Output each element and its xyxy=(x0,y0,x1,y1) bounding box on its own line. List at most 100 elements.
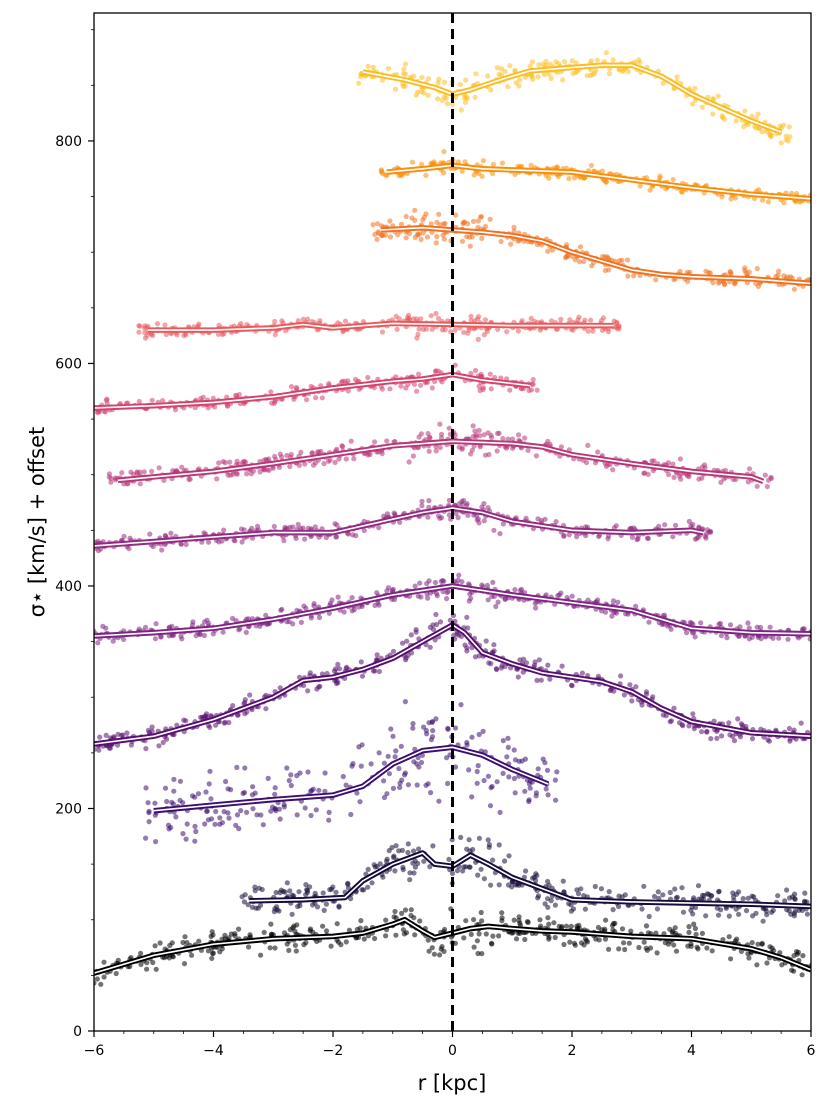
scatter-point xyxy=(418,594,424,600)
scatter-point xyxy=(765,199,772,205)
scatter-point xyxy=(153,621,159,627)
scatter-point xyxy=(418,382,424,388)
scatter-point xyxy=(343,939,349,945)
scatter-point xyxy=(708,736,714,742)
scatter-point xyxy=(234,458,240,464)
scatter-point xyxy=(232,931,238,937)
scatter-point xyxy=(522,936,528,943)
scatter-point xyxy=(636,944,642,951)
scatter-point xyxy=(433,240,439,246)
scatter-point xyxy=(421,858,427,864)
scatter-point xyxy=(625,273,631,279)
scatter-point xyxy=(669,930,676,936)
scatter-point xyxy=(663,713,669,719)
scatter-point xyxy=(444,755,450,761)
scatter-point xyxy=(263,706,269,712)
scatter-point xyxy=(657,175,663,181)
scatter-point xyxy=(463,918,469,924)
scatter-point xyxy=(711,718,717,724)
scatter-point xyxy=(258,952,264,958)
scatter-point xyxy=(356,744,362,750)
scatter-point xyxy=(437,444,443,451)
scatter-point xyxy=(488,882,494,888)
scatter-point xyxy=(776,268,782,274)
scatter-point xyxy=(502,858,508,864)
scatter-point xyxy=(437,421,443,427)
scatter-point xyxy=(760,918,766,924)
scatter-point xyxy=(292,942,298,948)
scatter-point xyxy=(496,842,502,848)
scatter-point xyxy=(203,789,209,795)
scatter-point xyxy=(466,767,472,773)
scatter-point xyxy=(686,924,692,930)
x-tick-label: −6 xyxy=(84,1043,105,1059)
scatter-point xyxy=(432,637,438,643)
scatter-point xyxy=(558,316,564,322)
scatter-point xyxy=(691,921,697,927)
scatter-point xyxy=(332,459,338,465)
scatter-point xyxy=(393,748,399,754)
scatter-point xyxy=(633,603,639,610)
scatter-point xyxy=(629,698,635,704)
scatter-point xyxy=(735,716,741,722)
scatter-point xyxy=(409,159,416,165)
scatter-point xyxy=(430,843,436,849)
series-profile-5 xyxy=(94,572,811,646)
scatter-point xyxy=(328,943,334,949)
scatter-point xyxy=(696,896,702,902)
scatter-point xyxy=(610,57,616,63)
scatter-point xyxy=(205,817,211,823)
scatter-point xyxy=(533,871,539,877)
scatter-point xyxy=(136,329,142,335)
scatter-point xyxy=(767,130,773,136)
scatter-point xyxy=(714,905,720,911)
scatter-point xyxy=(393,86,399,92)
scatter-point xyxy=(490,161,496,168)
scatter-point xyxy=(263,612,269,618)
scatter-point xyxy=(295,903,301,910)
scatter-point xyxy=(646,619,652,625)
profile-line-inner xyxy=(94,373,531,409)
scatter-point xyxy=(755,634,761,640)
scatter-point xyxy=(525,919,531,926)
scatter-point xyxy=(152,800,158,806)
scatter-point xyxy=(470,423,476,429)
scatter-point xyxy=(482,317,488,323)
scatter-point xyxy=(405,381,411,388)
scatter-point xyxy=(349,608,355,614)
scatter-point xyxy=(426,504,432,510)
scatter-point xyxy=(628,928,634,934)
scatter-point xyxy=(287,888,293,894)
scatter-point xyxy=(103,397,110,403)
scatter-point xyxy=(738,721,744,727)
scatter-point xyxy=(733,891,740,897)
scatter-point xyxy=(302,536,308,542)
scatter-point xyxy=(517,920,523,926)
scatter-point xyxy=(482,452,488,458)
scatter-point xyxy=(403,71,409,77)
scatter-point xyxy=(767,944,773,950)
scatter-point xyxy=(379,77,385,83)
scatter-point xyxy=(507,63,513,69)
scatter-point xyxy=(627,682,633,688)
scatter-point xyxy=(785,636,791,642)
scatter-point xyxy=(516,914,522,920)
scatter-point xyxy=(760,197,766,203)
scatter-point xyxy=(560,77,566,83)
scatter-point xyxy=(272,945,278,951)
scatter-point xyxy=(654,906,661,912)
scatter-point xyxy=(410,725,416,731)
scatter-point xyxy=(603,179,609,185)
scatter-point xyxy=(98,981,104,987)
scatter-point xyxy=(591,70,598,76)
scatter-point xyxy=(603,50,610,56)
scatter-point xyxy=(374,590,380,596)
scatter-point xyxy=(326,381,332,387)
scatter-point xyxy=(223,778,229,785)
scatter-point xyxy=(183,718,189,724)
scatter-point xyxy=(351,456,357,462)
scatter-point xyxy=(202,821,208,827)
scatter-point xyxy=(599,168,606,174)
scatter-point xyxy=(742,265,748,271)
scatter-point xyxy=(281,538,287,544)
